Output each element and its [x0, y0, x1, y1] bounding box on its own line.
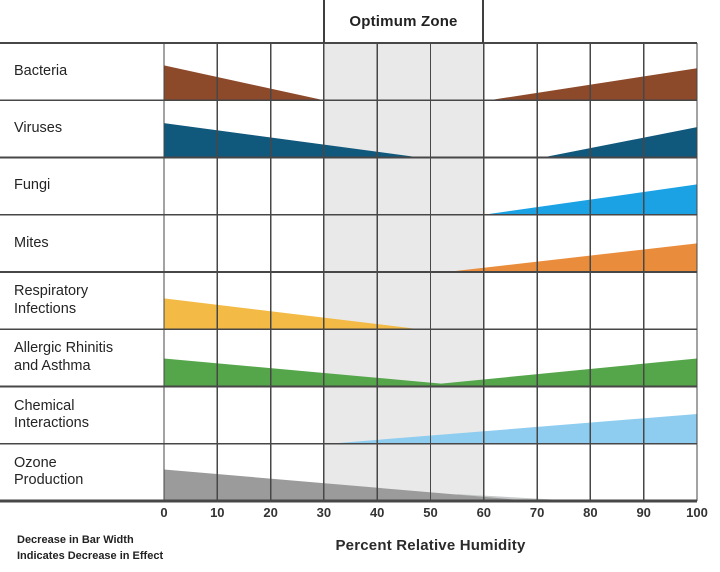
mites-shape-0 — [446, 243, 697, 272]
viruses-shape-1 — [542, 127, 697, 158]
x-tick-80: 80 — [583, 505, 598, 520]
row-label-ozone-production: Ozone Production — [0, 444, 150, 501]
chemical-interactions-shape-0 — [329, 413, 697, 444]
x-tick-30: 30 — [316, 505, 332, 520]
viruses-shape-0 — [164, 123, 420, 158]
x-tick-10: 10 — [210, 505, 225, 520]
bacteria-shape-0 — [164, 65, 324, 101]
row-label-line: Fungi — [14, 177, 51, 194]
row-label-respiratory-infections: Respiratory Infections — [0, 272, 150, 329]
row-label-line: and Asthma — [14, 357, 91, 374]
footnote-line-1: Decrease in Bar Width — [17, 534, 134, 546]
row-label-line: Production — [14, 472, 84, 489]
row-label-viruses: Viruses — [0, 100, 150, 157]
optimum-zone-header: Optimum Zone — [323, 0, 484, 43]
row-label-line: Chemical — [14, 397, 75, 414]
x-tick-90: 90 — [636, 505, 651, 520]
optimum-zone-label: Optimum Zone — [349, 13, 458, 30]
x-tick-20: 20 — [263, 505, 278, 520]
row-label-fungi: Fungi — [0, 158, 150, 215]
row-label-line: Bacteria — [14, 62, 68, 79]
x-tick-100: 100 — [686, 505, 708, 520]
row-label-line: Viruses — [14, 120, 63, 137]
row-label-line: Allergic Rhinitis — [14, 340, 114, 357]
x-tick-0: 0 — [160, 505, 168, 520]
respiratory-infections-shape-0 — [164, 298, 420, 330]
x-tick-60: 60 — [476, 505, 492, 520]
row-label-bacteria: Bacteria — [0, 43, 150, 100]
row-label-mites: Mites — [0, 215, 150, 272]
ozone-production-shape-1 — [164, 469, 532, 501]
x-tick-40: 40 — [369, 505, 385, 520]
chart-footnote: Decrease in Bar Width Indicates Decrease… — [17, 533, 163, 564]
row-label-chemical-interactions: Chemical Interactions — [0, 387, 150, 444]
row-label-line: Infections — [14, 300, 77, 317]
row-label-line: Respiratory — [14, 283, 89, 300]
x-tick-50: 50 — [423, 505, 438, 520]
bacteria-shape-1 — [489, 68, 697, 101]
x-axis-title: Percent Relative Humidity — [335, 537, 526, 554]
x-tick-70: 70 — [529, 505, 545, 520]
allergic-rhinitis-and-asthma-shape-0 — [164, 358, 697, 387]
row-label-line: Mites — [14, 234, 49, 251]
row-label-line: Ozone — [14, 454, 57, 471]
footnote-line-2: Indicates Decrease in Effect — [17, 549, 164, 562]
row-label-line: Interactions — [14, 415, 89, 432]
row-label-allergic-rhinitis-and-asthma: Allergic Rhinitis and Asthma — [0, 329, 150, 386]
